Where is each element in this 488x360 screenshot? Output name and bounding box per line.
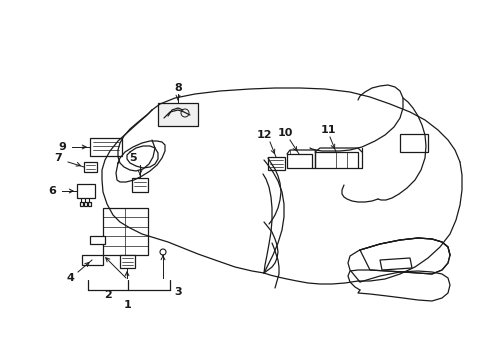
Polygon shape (267, 157, 285, 170)
Polygon shape (83, 202, 86, 206)
Polygon shape (80, 202, 82, 206)
Polygon shape (120, 255, 135, 268)
Text: 11: 11 (320, 125, 335, 135)
Polygon shape (87, 202, 90, 206)
Text: 8: 8 (174, 83, 182, 93)
Text: 2: 2 (104, 290, 112, 300)
Text: 5: 5 (129, 153, 137, 163)
Polygon shape (90, 138, 122, 156)
Polygon shape (77, 184, 95, 198)
Text: 4: 4 (66, 273, 74, 283)
Text: 7: 7 (54, 153, 62, 163)
Polygon shape (158, 103, 198, 126)
Polygon shape (286, 154, 311, 168)
Polygon shape (379, 258, 411, 270)
Text: 6: 6 (48, 186, 56, 196)
Text: 9: 9 (58, 142, 66, 152)
Polygon shape (103, 208, 148, 255)
Text: 10: 10 (277, 128, 292, 138)
Polygon shape (132, 178, 148, 192)
Polygon shape (82, 255, 103, 265)
Text: 3: 3 (174, 287, 182, 297)
Text: 1: 1 (124, 300, 132, 310)
Polygon shape (399, 134, 427, 152)
Text: 12: 12 (256, 130, 271, 140)
Polygon shape (84, 162, 97, 172)
Polygon shape (314, 152, 357, 168)
Polygon shape (90, 236, 105, 244)
